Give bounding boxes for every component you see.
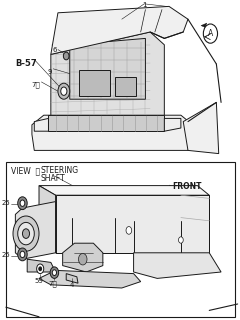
Text: A: A <box>208 29 213 38</box>
Text: 25: 25 <box>1 252 10 258</box>
Circle shape <box>52 270 56 276</box>
Polygon shape <box>15 202 56 259</box>
Circle shape <box>179 237 183 243</box>
Circle shape <box>78 253 87 265</box>
Circle shape <box>50 267 59 278</box>
Circle shape <box>23 229 30 238</box>
Polygon shape <box>34 118 48 131</box>
Text: 7⒰: 7⒰ <box>49 280 58 287</box>
Text: FRONT: FRONT <box>173 182 202 191</box>
Polygon shape <box>56 195 209 253</box>
Polygon shape <box>48 115 164 131</box>
Text: B-57: B-57 <box>15 59 37 68</box>
Polygon shape <box>79 70 110 96</box>
Polygon shape <box>63 243 103 272</box>
Polygon shape <box>32 115 193 150</box>
Polygon shape <box>39 186 209 195</box>
Text: 7⒱: 7⒱ <box>31 81 40 88</box>
Circle shape <box>39 267 42 271</box>
Circle shape <box>18 222 34 245</box>
Circle shape <box>63 52 69 60</box>
Polygon shape <box>70 38 145 99</box>
Circle shape <box>18 197 27 210</box>
Circle shape <box>20 251 25 258</box>
Polygon shape <box>39 270 141 288</box>
Polygon shape <box>51 32 164 115</box>
Text: 1: 1 <box>142 2 146 8</box>
Text: 59: 59 <box>34 278 43 284</box>
Polygon shape <box>66 274 78 283</box>
Text: STEERING: STEERING <box>40 166 78 175</box>
Polygon shape <box>183 102 219 154</box>
Polygon shape <box>134 253 221 278</box>
Polygon shape <box>51 6 188 54</box>
Polygon shape <box>115 77 136 96</box>
Circle shape <box>18 248 27 261</box>
Bar <box>6 162 235 317</box>
Text: 4: 4 <box>69 282 74 288</box>
Polygon shape <box>201 23 207 28</box>
Circle shape <box>37 264 44 274</box>
Text: 25: 25 <box>1 200 10 205</box>
Circle shape <box>58 83 70 99</box>
Polygon shape <box>164 118 181 131</box>
Circle shape <box>203 24 217 43</box>
Text: VIEW  Ⓐ: VIEW Ⓐ <box>11 166 40 175</box>
Polygon shape <box>39 186 56 253</box>
Polygon shape <box>169 185 172 188</box>
Polygon shape <box>27 259 56 272</box>
Circle shape <box>126 227 132 234</box>
Circle shape <box>61 87 67 95</box>
Circle shape <box>20 200 25 206</box>
Text: SHAFT: SHAFT <box>40 174 65 183</box>
Text: 9: 9 <box>48 69 52 75</box>
Text: 6: 6 <box>53 47 57 53</box>
Circle shape <box>13 216 39 251</box>
